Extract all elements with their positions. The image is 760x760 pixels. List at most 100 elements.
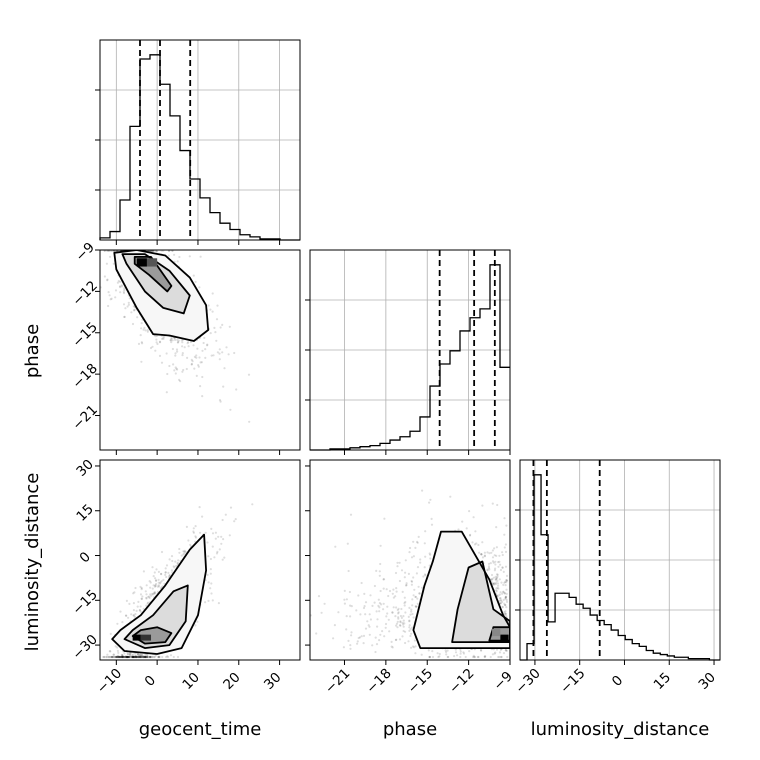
scatter-point [347, 639, 350, 643]
scatter-point [486, 551, 489, 554]
scatter-point [144, 655, 147, 659]
histogram-bar [420, 417, 430, 450]
scatter-point [130, 613, 133, 616]
scatter-point [139, 610, 142, 613]
scatter-point [105, 655, 108, 659]
scatter-point [272, 578, 274, 580]
scatter-point [194, 535, 197, 538]
histogram-geocent-time [95, 39, 301, 245]
scatter-point [409, 628, 412, 631]
scatter-point [139, 334, 142, 337]
scatter-point [176, 368, 179, 371]
scatter-point [132, 655, 135, 659]
scatter-point [395, 590, 398, 593]
scatter-point [214, 531, 217, 534]
scatter-point [195, 354, 198, 357]
scatter-point [428, 655, 431, 659]
scatter-point [124, 614, 128, 617]
scatter-point [414, 595, 417, 599]
scatter-point [120, 285, 124, 288]
scatter-point [407, 615, 410, 619]
histogram-bar [597, 621, 604, 660]
scatter-point [395, 624, 398, 627]
scatter-point [492, 583, 495, 586]
scatter-point [123, 655, 126, 659]
scatter-point [172, 565, 175, 568]
scatter-point [139, 585, 142, 589]
scatter-xtick-label: −21 [322, 665, 353, 696]
scatter-point [114, 296, 117, 299]
scatter-point [417, 585, 420, 588]
scatter-point [149, 655, 152, 659]
scatter-point [457, 528, 460, 531]
scatter-point [103, 655, 106, 659]
scatter-point [323, 602, 326, 605]
scatter-point [505, 524, 508, 527]
scatter-point [198, 286, 201, 289]
scatter-point [131, 655, 134, 659]
scatter-point [505, 614, 508, 618]
scatter-xtick-label: −10 [94, 665, 125, 696]
scatter-point [483, 655, 486, 658]
scatter-point [222, 385, 225, 388]
scatter-point [138, 655, 141, 659]
scatter-point [502, 652, 506, 655]
scatter-point [129, 655, 132, 659]
scatter-point [165, 655, 168, 659]
scatter-point [505, 595, 508, 598]
scatter-point [317, 595, 321, 598]
scatter-point [220, 535, 223, 538]
scatter-point [127, 616, 130, 619]
scatter-point [126, 655, 129, 659]
scatter-point [391, 611, 394, 614]
scatter-point [119, 655, 122, 659]
scatter-point [142, 655, 145, 659]
scatter-point [500, 581, 503, 584]
scatter-point [202, 341, 205, 345]
scatter-point [121, 655, 124, 659]
scatter-point [204, 531, 207, 534]
scatter-point [502, 598, 505, 602]
scatter-point [160, 550, 164, 554]
scatter-point [412, 594, 415, 597]
scatter-point [403, 596, 406, 599]
scatter-point [490, 573, 494, 577]
scatter-point [116, 655, 119, 658]
scatter-point [200, 361, 203, 364]
scatter-point [219, 400, 222, 403]
histogram-bar [590, 615, 597, 660]
scatter-point [177, 562, 180, 565]
scatter-point [183, 552, 186, 555]
scatter-point [157, 584, 160, 587]
histogram-bar [370, 446, 380, 450]
scatter-point [411, 645, 415, 648]
scatter-xtick-label: −18 [363, 665, 394, 696]
scatter-point [423, 573, 427, 576]
scatter-point [146, 655, 149, 659]
scatter-point [411, 598, 414, 601]
scatter-point [139, 655, 142, 659]
scatter-point [178, 255, 181, 259]
scatter-point [218, 358, 221, 361]
scatter-point [274, 553, 276, 555]
scatter-point [139, 655, 142, 659]
contour-line [451, 560, 510, 643]
scatter-point [477, 655, 480, 659]
scatter-point [210, 354, 213, 357]
scatter-point [105, 262, 108, 265]
scatter-point [373, 601, 376, 604]
scatter-point [410, 579, 413, 583]
scatter-point [174, 560, 177, 563]
scatter-point [136, 652, 139, 655]
scatter-point [410, 583, 413, 586]
scatter-point [414, 595, 417, 598]
scatter-point [140, 341, 143, 344]
scatter-point [170, 341, 173, 344]
scatter-point [192, 531, 195, 534]
scatter-point [364, 627, 368, 630]
scatter-point [130, 311, 133, 314]
scatter-point [128, 653, 132, 656]
scatter-ytick-label: −21 [69, 402, 100, 433]
scatter-point [170, 555, 174, 558]
scatter-point [491, 653, 494, 656]
